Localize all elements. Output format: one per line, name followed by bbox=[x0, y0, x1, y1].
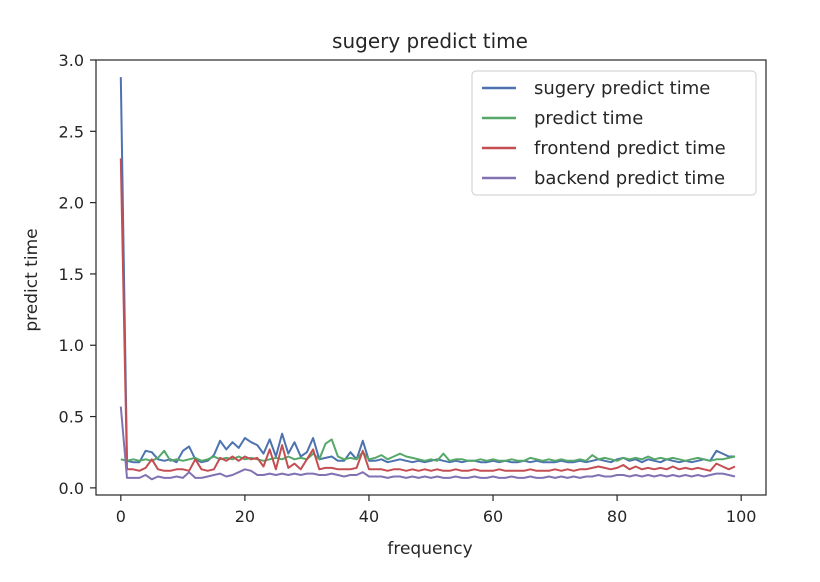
x-tick-label-2: 40 bbox=[359, 507, 379, 526]
x-axis-label: frequency bbox=[387, 539, 472, 559]
legend-label-2: frontend predict time bbox=[534, 138, 726, 159]
y-tick-label-2: 1.0 bbox=[59, 336, 84, 355]
legend-label-0: sugery predict time bbox=[534, 78, 710, 99]
x-tick-label-3: 60 bbox=[483, 507, 503, 526]
series-line-1 bbox=[120, 438, 736, 462]
axes: 0 20 40 60 80 100 0.0 0.5 1.0 1.5 2.0 2.5 3.0 bbox=[59, 51, 767, 526]
y-tick-label-4: 2.0 bbox=[59, 194, 84, 213]
x-tick-label-4: 80 bbox=[607, 507, 627, 526]
series-line-3 bbox=[119, 406, 736, 481]
plot-area bbox=[119, 77, 736, 481]
legend-label-3: backend predict time bbox=[534, 168, 725, 189]
y-tick-label-6: 3.0 bbox=[59, 51, 84, 70]
x-tick-label-0: 0 bbox=[116, 507, 126, 526]
plot-frame bbox=[95, 59, 767, 496]
legend: sugery predict time predict time frontend … bbox=[471, 70, 757, 196]
y-tick-label-1: 0.5 bbox=[59, 408, 84, 427]
y-tick-label-5: 2.5 bbox=[59, 122, 84, 141]
series-line-0 bbox=[119, 77, 735, 464]
chart-title: sugery predict time bbox=[332, 29, 528, 53]
y-tick-label-0: 0.0 bbox=[59, 479, 84, 498]
x-tick-label-1: 20 bbox=[235, 507, 255, 526]
series-line-2 bbox=[119, 158, 736, 472]
legend-box bbox=[471, 70, 757, 196]
legend-label-1: predict time bbox=[534, 108, 643, 129]
x-tick-label-5: 100 bbox=[726, 507, 757, 526]
y-tick-label-3: 1.5 bbox=[59, 265, 84, 284]
y-axis-label: predict time bbox=[22, 228, 42, 331]
